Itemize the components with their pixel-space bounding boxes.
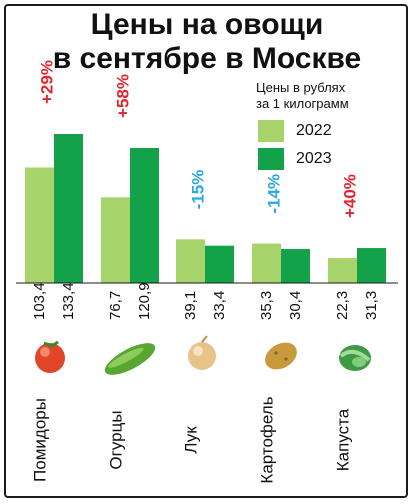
infographic-frame: [4, 4, 408, 498]
title-line-1: Цены на овощи: [90, 8, 324, 41]
change-label: +58%: [114, 74, 133, 118]
bars-group: [25, 134, 386, 283]
value-label-2022: 76,7: [107, 291, 124, 320]
legend-label-2023: 2023: [296, 150, 332, 167]
bar-2023: [54, 134, 83, 283]
value-label-2022: 103,4: [31, 282, 48, 320]
change-label: -14%: [265, 174, 284, 214]
category-label: Огурцы: [107, 410, 126, 469]
bar-2023: [130, 147, 159, 283]
value-label-2023: 30,4: [287, 291, 304, 320]
onion-icon: [188, 335, 216, 370]
cucumber-icon: [104, 343, 156, 375]
legend-label-2022: 2022: [296, 122, 332, 139]
bar-2022: [25, 167, 54, 283]
legend-item-2023: 2023: [258, 148, 332, 170]
change-label: -15%: [189, 170, 208, 210]
change-label: +29%: [38, 60, 57, 104]
bar-2022: [252, 243, 281, 283]
category-label: Лук: [182, 426, 201, 454]
icons-group: [35, 335, 371, 375]
bar-2022: [101, 197, 130, 283]
value-label-2023: 120,9: [136, 282, 153, 320]
unit-note-line-1: Цены в рублях: [256, 80, 346, 95]
potato-icon: [265, 342, 297, 370]
category-label: Картофель: [258, 396, 277, 483]
legend-swatch-2023: [258, 148, 284, 170]
unit-note-line-2: за 1 килограмм: [256, 96, 349, 111]
legend-swatch-2022: [258, 120, 284, 142]
cabbage-icon: [339, 345, 371, 371]
bar-2023: [205, 245, 234, 283]
labels-group: 103,4 133,4 +29% Помидоры 76,7 120,9 +58% Огурц…: [31, 60, 381, 484]
bar-2022: [328, 258, 357, 283]
title-line-2: в сентябре в Москве: [52, 42, 362, 75]
legend-item-2022: 2022: [258, 120, 332, 142]
bar-2022: [176, 239, 205, 283]
category-label: Помидоры: [31, 398, 50, 482]
bar-2023: [357, 248, 386, 283]
value-label-2022: 39,1: [182, 291, 199, 320]
value-label-2022: 22,3: [334, 291, 351, 320]
value-label-2023: 33,4: [211, 291, 228, 320]
category-label: Капуста: [334, 408, 353, 471]
tomato-icon: [35, 340, 65, 373]
bar-2023: [281, 249, 310, 283]
change-label: +40%: [341, 174, 360, 218]
unit-note: Цены в рублях за 1 килограмм: [256, 80, 406, 112]
value-label-2022: 35,3: [258, 291, 275, 320]
value-label-2023: 31,3: [363, 291, 380, 320]
value-label-2023: 133,4: [60, 282, 77, 320]
chart-title: Цены на овощи в сентябре в Москве: [0, 8, 414, 76]
